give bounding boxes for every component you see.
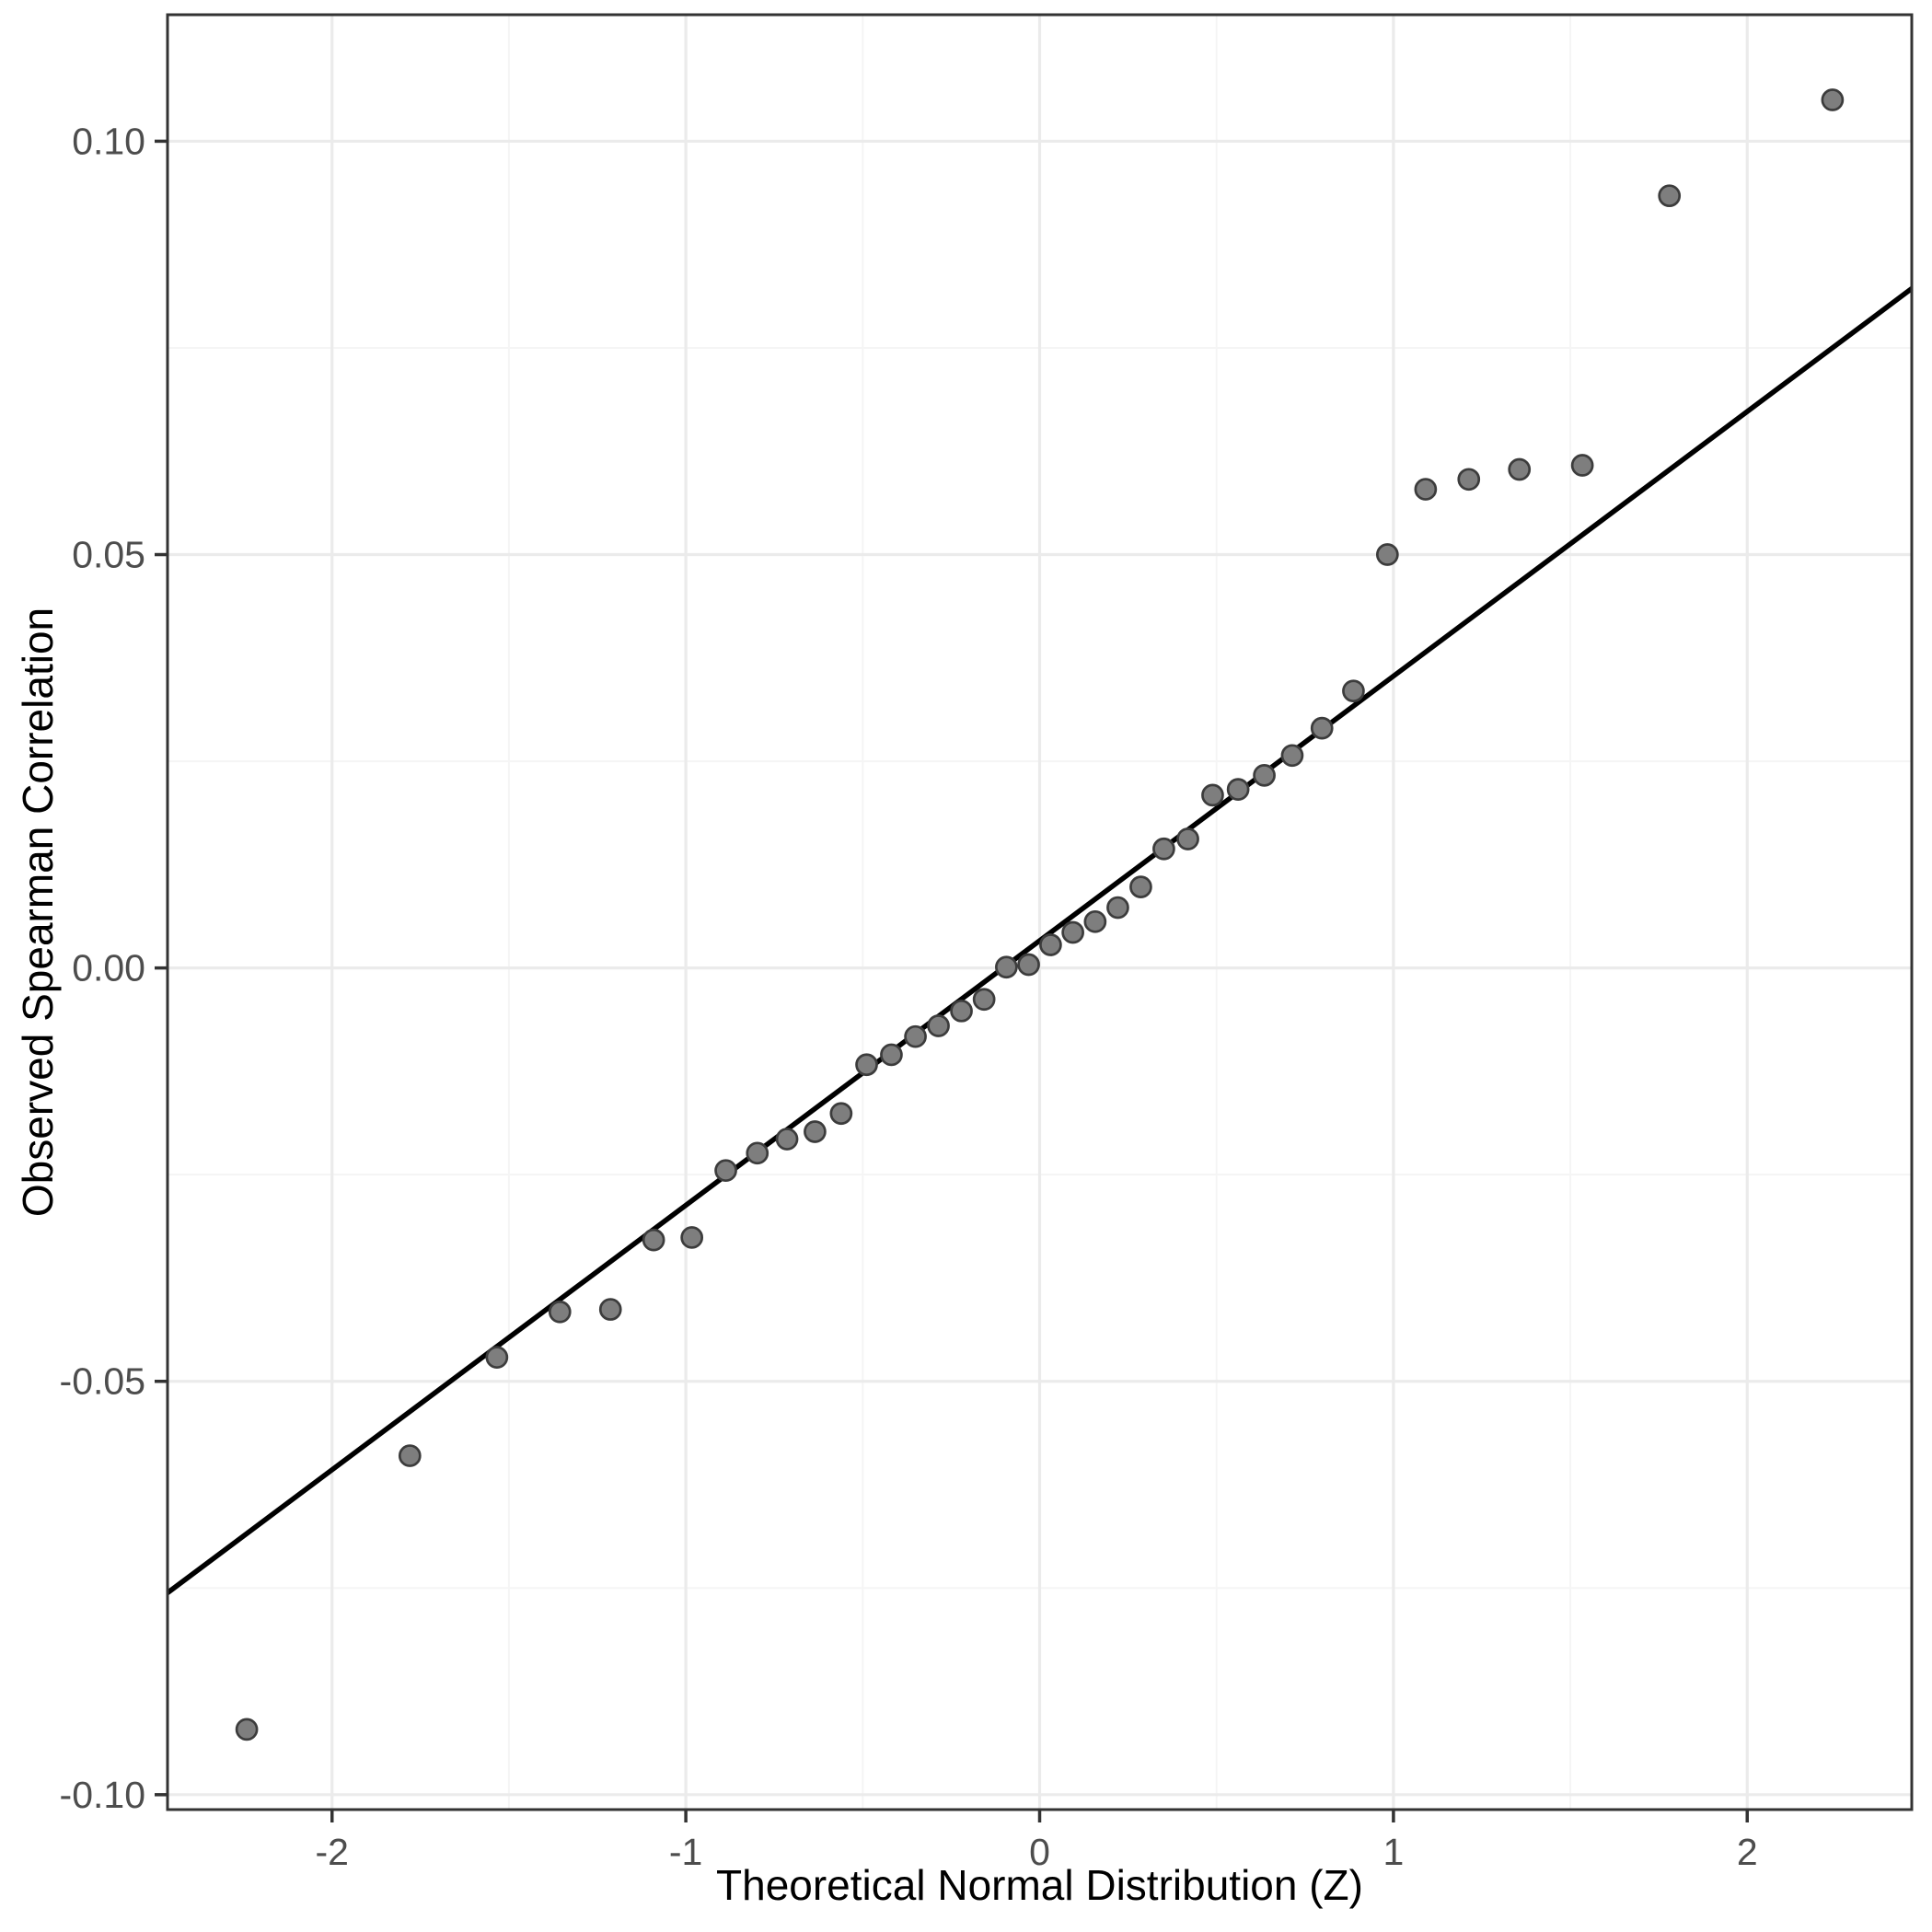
data-point: [1253, 763, 1276, 787]
axis-ticks-layer: [155, 139, 1750, 1822]
data-point: [1176, 827, 1199, 850]
y-tick-label: 0.10: [72, 120, 145, 162]
data-point: [1201, 783, 1224, 807]
points-layer: [235, 88, 1845, 1741]
data-point: [548, 1300, 572, 1324]
data-point: [950, 999, 973, 1023]
data-point: [398, 1444, 422, 1467]
data-point: [1457, 468, 1481, 492]
data-point: [1508, 457, 1532, 481]
y-tick-label: -0.10: [60, 1774, 145, 1816]
data-point: [995, 955, 1018, 979]
y-tick-label: 0.05: [72, 534, 145, 576]
data-point: [972, 988, 996, 1012]
data-point: [1017, 953, 1040, 977]
data-point: [1658, 184, 1682, 208]
data-point: [680, 1226, 704, 1249]
data-point: [1310, 716, 1334, 740]
x-tick-label: 0: [1029, 1831, 1050, 1873]
data-point: [1280, 744, 1304, 768]
data-point: [880, 1043, 903, 1067]
x-tick-label: -2: [316, 1831, 349, 1873]
qq-reference-line: [166, 286, 1914, 1595]
y-tick-label: 0.00: [72, 947, 145, 989]
data-point: [1061, 920, 1084, 944]
data-point: [642, 1228, 665, 1252]
data-point: [485, 1346, 509, 1370]
reference-line-layer: [166, 286, 1914, 1595]
data-point: [855, 1053, 878, 1077]
data-point: [235, 1718, 259, 1741]
data-point: [1039, 933, 1062, 956]
data-point: [927, 1014, 950, 1037]
x-tick-label: -1: [669, 1831, 702, 1873]
y-axis-title: Observed Spearman Correlation: [14, 607, 62, 1217]
x-axis-title: Theoretical Normal Distribution (Z): [716, 1861, 1363, 1909]
data-point: [775, 1128, 799, 1151]
data-point: [1821, 88, 1845, 111]
x-tick-label: 2: [1737, 1831, 1758, 1873]
data-point: [1129, 875, 1152, 898]
data-point: [1106, 896, 1129, 920]
data-point: [1375, 543, 1399, 566]
data-point: [804, 1120, 827, 1143]
axis-labels-layer: -2 -1 0 1 2 0.10 0.05 0.00 -0.05 -0.10: [60, 120, 1758, 1873]
y-tick-label: -0.05: [60, 1360, 145, 1403]
data-point: [904, 1024, 927, 1048]
data-point: [1083, 909, 1107, 933]
data-point: [1152, 837, 1175, 861]
x-tick-label: 1: [1382, 1831, 1404, 1873]
data-point: [1414, 478, 1438, 501]
data-point: [1226, 778, 1250, 801]
data-point: [746, 1141, 769, 1165]
grid-major-layer: [168, 15, 1912, 1810]
data-point: [598, 1298, 622, 1321]
data-point: [714, 1159, 737, 1183]
data-point: [1342, 679, 1365, 703]
data-point: [1570, 454, 1594, 477]
data-point: [829, 1102, 853, 1126]
